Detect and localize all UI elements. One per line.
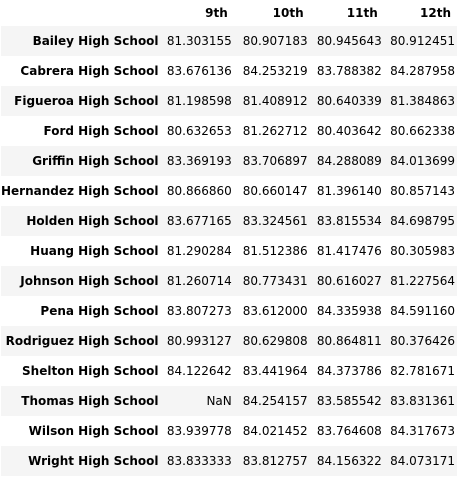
score-cell-12th: 84.698795 — [390, 214, 455, 228]
column-header-11th: 11th — [346, 6, 378, 20]
score-cell-9th: 81.198598 — [166, 94, 232, 108]
score-cell-10th: 81.262712 — [242, 124, 308, 138]
row-label-school: Bailey High School — [32, 34, 159, 48]
header-row: 9th 10th 11th 12th — [1, 0, 457, 26]
score-cell-11th: 83.815534 — [316, 214, 382, 228]
row-label-school: Huang High School — [30, 244, 159, 258]
score-cell-9th: 80.866860 — [166, 184, 232, 198]
score-cell-10th: 84.253219 — [242, 64, 308, 78]
score-cell-9th: 81.303155 — [166, 34, 232, 48]
table-row: Griffin High School 83.369193 83.706897 84.… — [1, 146, 457, 176]
score-cell-12th: 84.073171 — [390, 454, 455, 468]
table-row: Holden High School 83.677165 83.324561 83.8… — [1, 206, 457, 236]
score-cell-9th: 83.807273 — [166, 304, 232, 318]
score-cell-11th: 81.396140 — [316, 184, 382, 198]
score-cell-10th: 80.629808 — [242, 334, 308, 348]
score-cell-11th: 80.640339 — [316, 94, 382, 108]
score-cell-12th: 84.013699 — [390, 154, 455, 168]
table-row: Pena High School 83.807273 83.612000 84.335… — [1, 296, 457, 326]
row-label-school: Johnson High School — [20, 274, 159, 288]
score-cell-9th: 84.122642 — [166, 364, 232, 378]
score-cell-9th: 81.290284 — [166, 244, 232, 258]
score-cell-11th: 80.403642 — [316, 124, 382, 138]
score-cell-12th: 80.912451 — [390, 34, 455, 48]
score-cell-12th: 84.317673 — [390, 424, 455, 438]
score-cell-10th: 83.612000 — [242, 304, 308, 318]
score-cell-12th: 80.305983 — [390, 244, 455, 258]
index-header — [1, 0, 161, 26]
score-cell-10th: 80.773431 — [242, 274, 308, 288]
table-row: Ford High School 80.632653 81.262712 80.403… — [1, 116, 457, 146]
score-cell-10th: 83.706897 — [242, 154, 308, 168]
score-cell-12th: 81.227564 — [390, 274, 455, 288]
score-cell-10th: 84.254157 — [242, 394, 308, 408]
score-cell-11th: 80.616027 — [316, 274, 382, 288]
row-label-school: Shelton High School — [22, 364, 159, 378]
score-cell-12th: 83.831361 — [390, 394, 455, 408]
column-header-10th: 10th — [272, 6, 304, 20]
row-label-school: Ford High School — [43, 124, 159, 138]
table-row: Wilson High School 83.939778 84.021452 83.7… — [1, 416, 457, 446]
score-cell-12th: 84.591160 — [390, 304, 455, 318]
score-cell-10th: 80.660147 — [242, 184, 308, 198]
score-cell-10th: 83.324561 — [242, 214, 308, 228]
score-cell-10th: 81.512386 — [242, 244, 308, 258]
score-cell-9th: 83.677165 — [166, 214, 232, 228]
score-cell-9th: 80.993127 — [166, 334, 232, 348]
score-cell-11th: 83.585542 — [316, 394, 382, 408]
score-cell-11th: 83.788382 — [316, 64, 382, 78]
table-row: Thomas High School NaN 84.254157 83.585542 8… — [1, 386, 457, 416]
row-label-school: Figueroa High School — [14, 94, 159, 108]
table-row: Figueroa High School 81.198598 81.408912 80… — [1, 86, 457, 116]
score-cell-10th: 83.441964 — [242, 364, 308, 378]
score-cell-11th: 83.764608 — [316, 424, 382, 438]
column-header-9th: 9th — [205, 6, 228, 20]
score-cell-9th: 83.833333 — [166, 454, 232, 468]
score-cell-12th: 80.857143 — [390, 184, 455, 198]
score-cell-9th: 80.632653 — [166, 124, 232, 138]
table-row: Shelton High School 84.122642 83.441964 84.… — [1, 356, 457, 386]
score-cell-12th: 80.376426 — [390, 334, 455, 348]
row-label-school: Rodriguez High School — [5, 334, 159, 348]
row-label-school: Wright High School — [28, 454, 159, 468]
score-cell-9th: 83.369193 — [166, 154, 232, 168]
score-cell-10th: 80.907183 — [242, 34, 308, 48]
score-cell-11th: 84.156322 — [316, 454, 382, 468]
score-cell-10th: 84.021452 — [242, 424, 308, 438]
table-row: Hernandez High School 80.866860 80.660147 8… — [1, 176, 457, 206]
score-cell-12th: 80.662338 — [390, 124, 455, 138]
row-label-school: Hernandez High School — [1, 184, 159, 198]
score-cell-9th: 83.676136 — [166, 64, 232, 78]
row-label-school: Wilson High School — [28, 424, 159, 438]
score-cell-10th: 83.812757 — [242, 454, 308, 468]
row-label-school: Holden High School — [26, 214, 159, 228]
row-label-school: Pena High School — [40, 304, 159, 318]
table-row: Cabrera High School 83.676136 84.253219 83.… — [1, 56, 457, 86]
score-cell-9th: NaN — [206, 394, 232, 408]
column-header-12th: 12th — [420, 6, 451, 20]
row-label-school: Thomas High School — [21, 394, 159, 408]
table-row: Wright High School 83.833333 83.812757 84.1… — [1, 446, 457, 476]
table-header: 9th 10th 11th 12th — [1, 0, 457, 26]
score-cell-11th: 84.373786 — [316, 364, 382, 378]
row-label-school: Griffin High School — [32, 154, 159, 168]
score-cell-9th: 81.260714 — [166, 274, 232, 288]
score-cell-10th: 81.408912 — [242, 94, 308, 108]
score-cell-11th: 84.288089 — [316, 154, 382, 168]
row-label-school: Cabrera High School — [20, 64, 159, 78]
table-body: Bailey High School 81.303155 80.907183 80.9… — [1, 26, 457, 476]
table-row: Huang High School 81.290284 81.512386 81.41… — [1, 236, 457, 266]
score-cell-11th: 84.335938 — [316, 304, 382, 318]
table-row: Rodriguez High School 80.993127 80.629808 8… — [1, 326, 457, 356]
score-cell-9th: 83.939778 — [166, 424, 232, 438]
table-row: Bailey High School 81.303155 80.907183 80.9… — [1, 26, 457, 56]
score-cell-11th: 80.945643 — [316, 34, 382, 48]
score-cell-12th: 81.384863 — [390, 94, 455, 108]
score-cell-11th: 81.417476 — [316, 244, 382, 258]
score-cell-12th: 84.287958 — [390, 64, 455, 78]
score-cell-12th: 82.781671 — [390, 364, 455, 378]
table-row: Johnson High School 81.260714 80.773431 80.… — [1, 266, 457, 296]
score-cell-11th: 80.864811 — [316, 334, 382, 348]
